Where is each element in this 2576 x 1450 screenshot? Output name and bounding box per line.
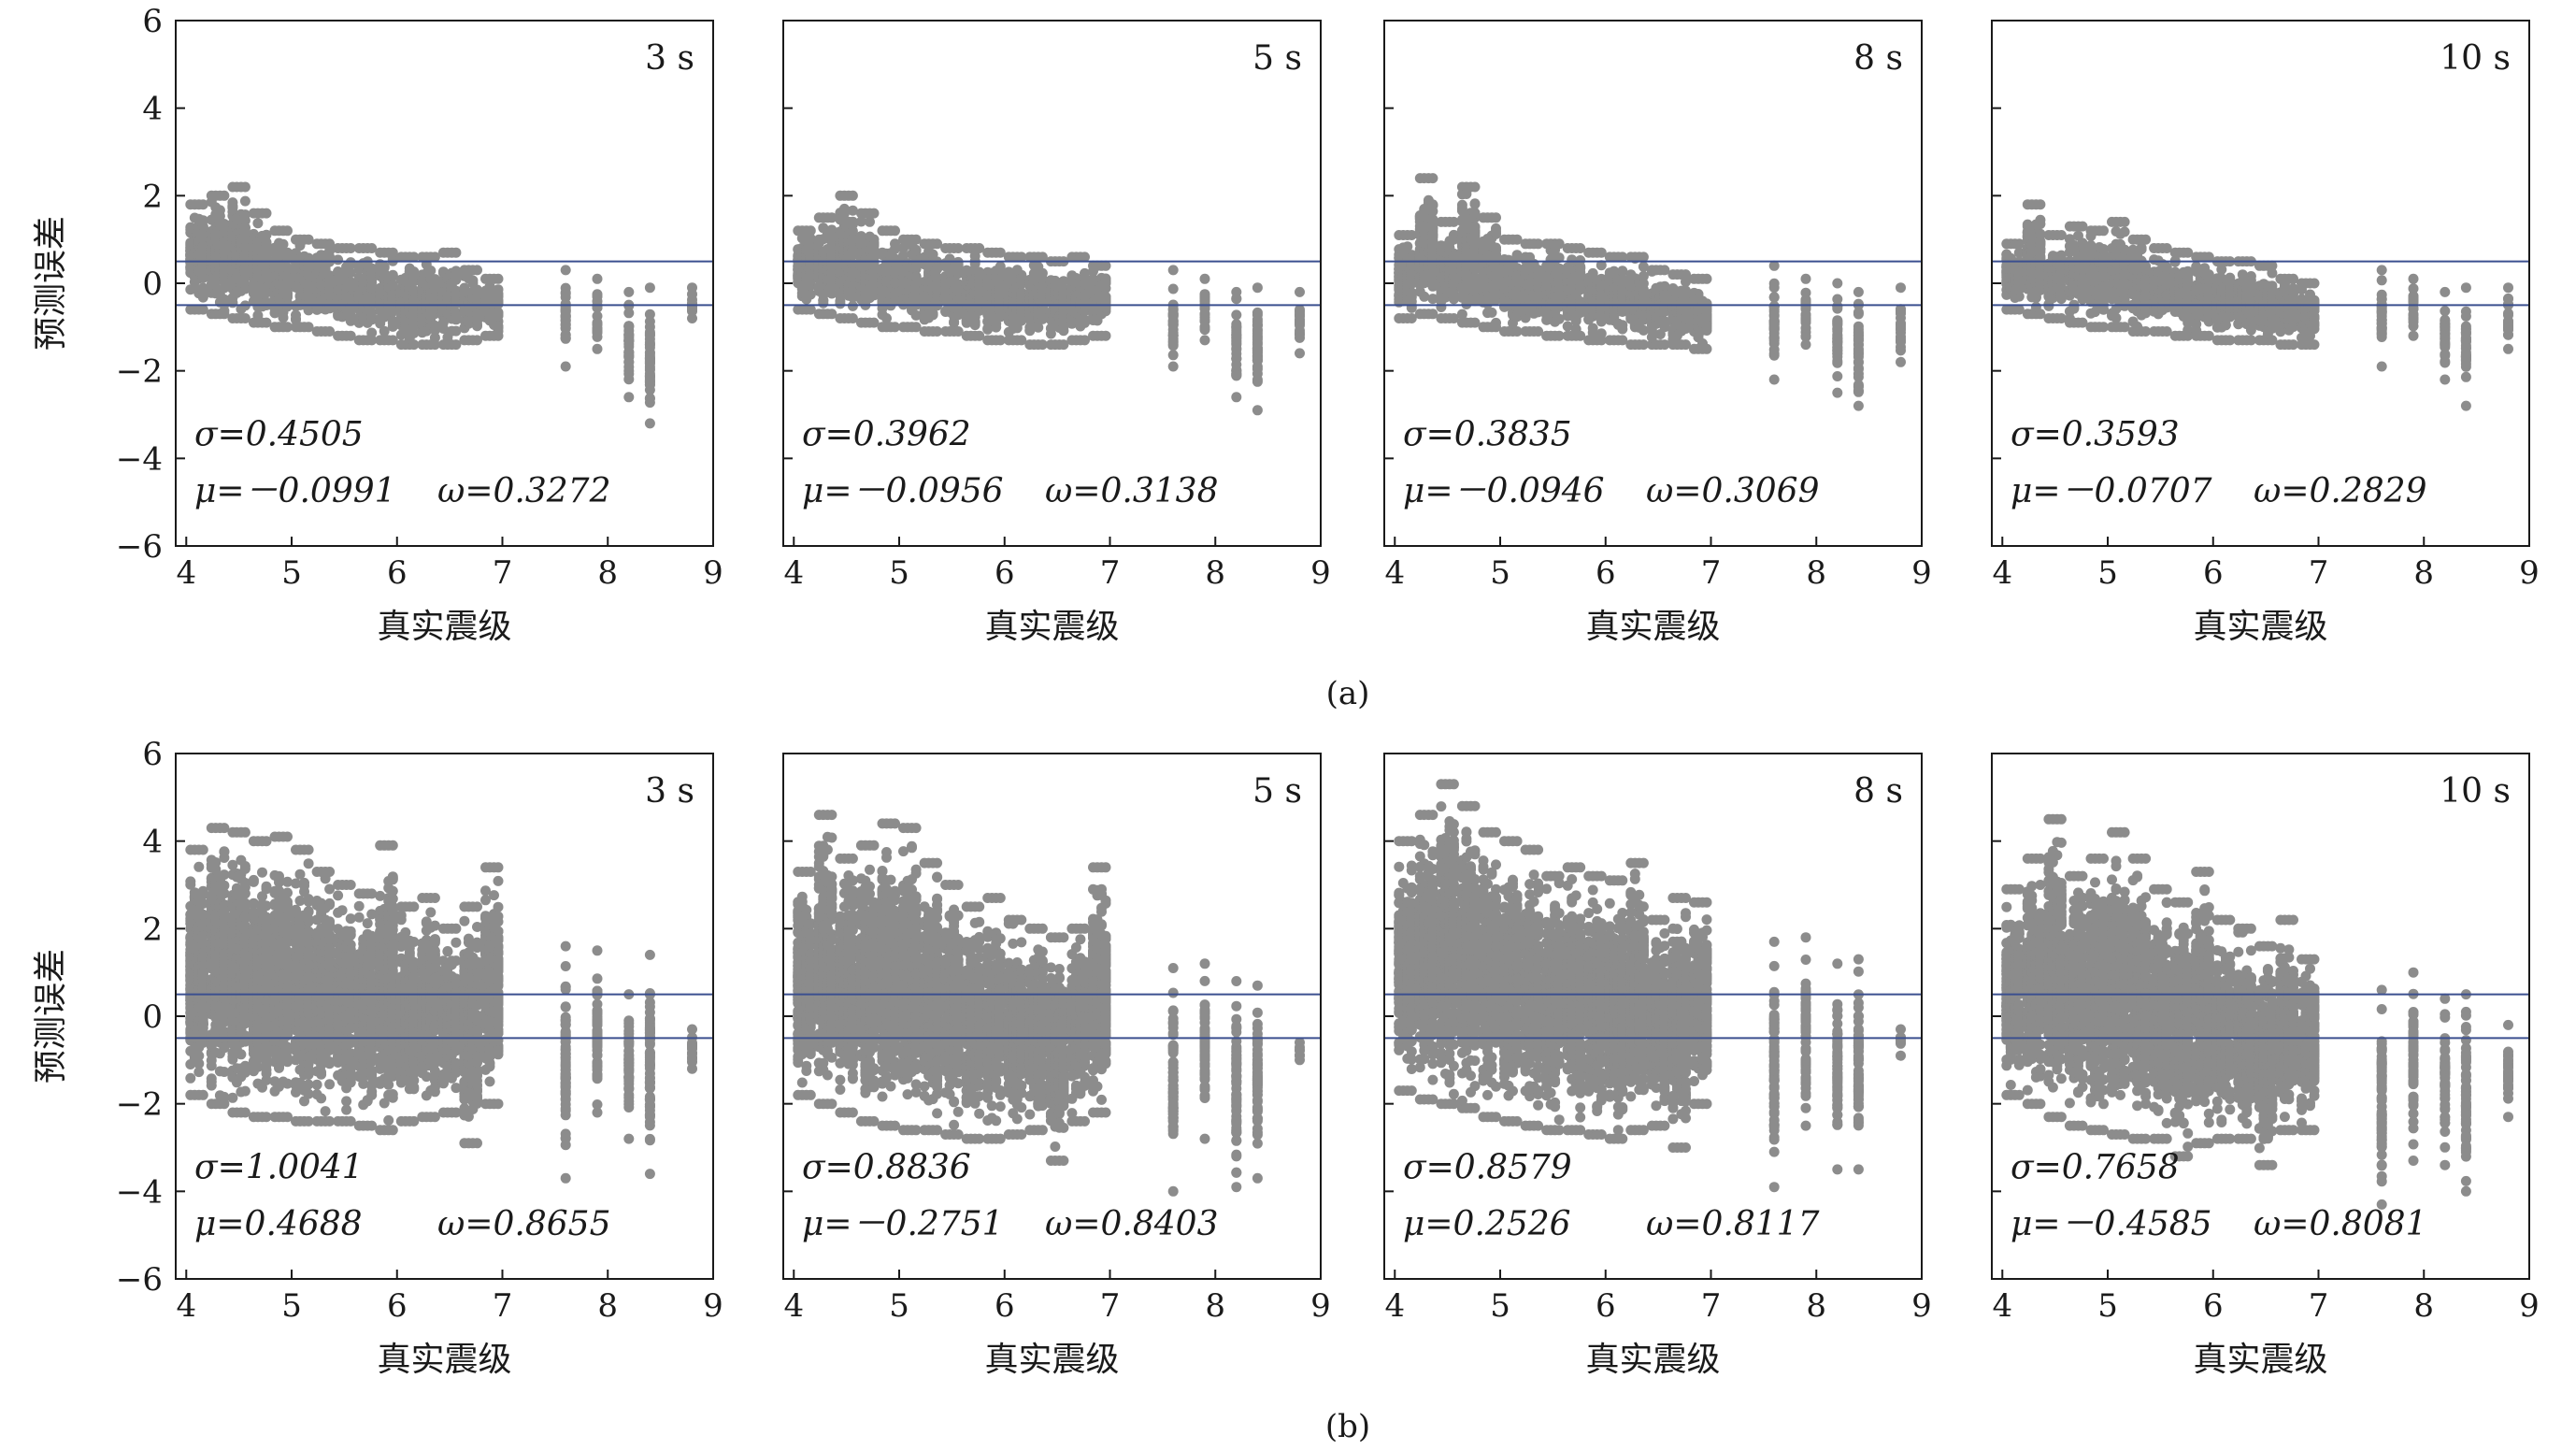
caption-b: (b) [1325,1408,1370,1445]
data-point [227,297,237,308]
data-point [219,191,229,201]
data-point [282,288,293,298]
data-point [282,225,293,236]
data-point [252,218,263,228]
data-point [215,205,225,215]
data-point [227,202,237,212]
caption-a: (a) [1326,675,1370,712]
figure: (a) (b) 4 5 6 7 8 96420−2−4−6真实震级预测误差3 sσ=0.4… [0,0,2576,1450]
data-point [333,254,343,265]
data-point [240,196,250,207]
data-point [262,208,272,219]
data-point [240,182,250,193]
data-point [219,306,229,316]
